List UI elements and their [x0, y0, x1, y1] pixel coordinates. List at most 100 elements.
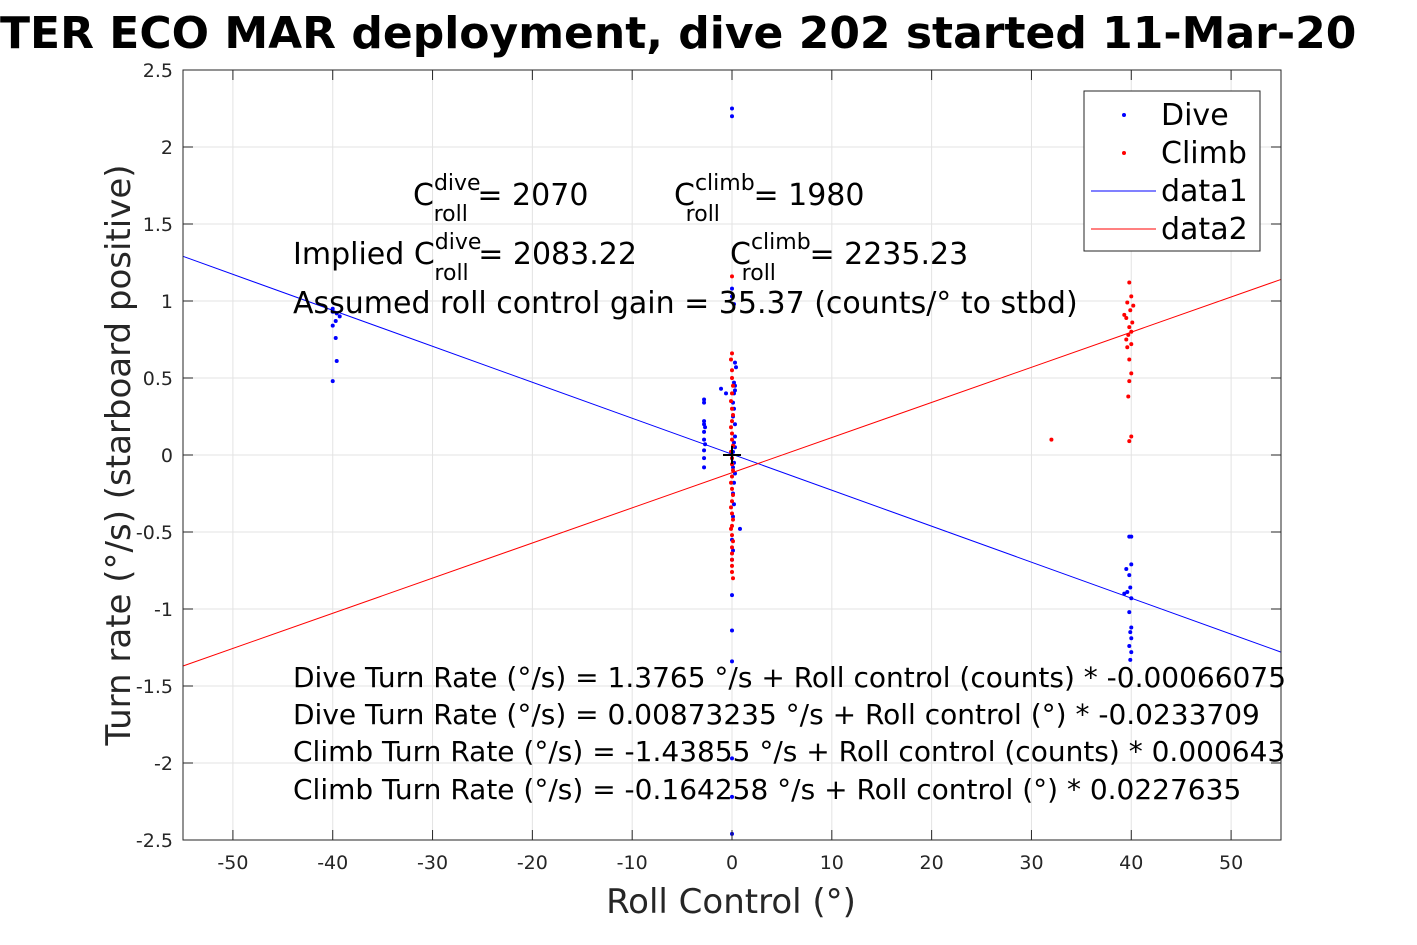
x-tick-label: 10 [820, 852, 844, 874]
dive-point [330, 323, 335, 328]
dive-point [334, 359, 339, 364]
climb-point [730, 274, 734, 279]
climb-point [730, 406, 734, 411]
dive-point [724, 391, 729, 396]
axis-ticks: -50 -40 -30 -20 -10 0 10 20 30 40 50 2.5 2 1.5 1 0.5 0 -0… [136, 60, 1281, 874]
dive-point [731, 380, 736, 385]
x-tick-label: -30 [417, 852, 448, 874]
equation-climb-degrees: Climb Turn Rate (°/s) = -0.164258 °/s + … [293, 773, 1241, 806]
climb-point [1124, 315, 1129, 320]
legend-label-climb: Climb [1161, 136, 1247, 171]
climb-point [1127, 357, 1132, 362]
chart-title: TER ECO MAR deployment, dive 202 started… [0, 8, 1356, 59]
dive-point [719, 386, 724, 391]
dive-point [702, 448, 707, 453]
x-tick-label: 40 [1119, 852, 1143, 874]
climb-point [730, 551, 734, 556]
dive-point [702, 429, 707, 434]
climb-point [730, 383, 735, 388]
dive-point [702, 400, 707, 405]
dive-point [730, 756, 734, 761]
x-tick-label: -50 [217, 852, 248, 874]
y-tick-label: -1.5 [136, 676, 173, 698]
c-dive-set-annotation: Cdive roll = 2070 [413, 171, 588, 227]
x-tick-label: -40 [317, 852, 348, 874]
climb-point [730, 419, 734, 424]
x-tick-label: 50 [1219, 852, 1243, 874]
dive-point [1128, 585, 1133, 590]
climb-point [730, 351, 734, 356]
data-layer [182, 106, 1282, 836]
climb-point [1127, 280, 1132, 285]
climb-point [730, 474, 734, 479]
dive-point [730, 294, 734, 299]
legend: Dive Climb data1 data2 [1083, 90, 1261, 252]
climb-point [729, 357, 734, 362]
y-tick-label: -1 [154, 599, 173, 621]
dive-point [702, 456, 707, 461]
y-tick-label: -2 [154, 753, 173, 775]
dive-point [703, 425, 708, 430]
y-axis-label: Turn rate (°/s) (starboard positive) [99, 164, 139, 746]
climb-point [729, 480, 734, 485]
dive-point [1129, 625, 1134, 630]
climb-point [730, 468, 735, 473]
climb-point [730, 557, 734, 562]
equation-climb-counts: Climb Turn Rate (°/s) = -1.43855 °/s + R… [293, 735, 1285, 768]
dive-point [732, 434, 737, 439]
climb-point [1127, 379, 1132, 384]
climb-point [730, 376, 734, 380]
legend-marker-dive [1122, 113, 1126, 117]
x-tick-label: 30 [1019, 852, 1043, 874]
dive-point [731, 480, 736, 485]
y-tick-label: 0.5 [143, 368, 173, 390]
climb-point [1122, 312, 1127, 317]
dive-point [730, 465, 735, 470]
x-tick-label: -10 [617, 852, 648, 874]
equation-dive-degrees: Dive Turn Rate (°/s) = 0.00873235 °/s + … [293, 698, 1260, 731]
y-tick-label: 2 [161, 137, 173, 159]
climb-point [730, 517, 735, 522]
climb-point [730, 576, 735, 581]
implied-climb-annotation: Cclimb roll = 2235.23 [730, 230, 968, 286]
legend-marker-climb [1122, 151, 1126, 155]
dive-point [730, 114, 734, 119]
climb-point [1127, 325, 1132, 330]
implied-dive-annotation: Implied Cdive roll = 2083.22 [293, 230, 637, 286]
dive-point [737, 526, 742, 531]
dive-point [1129, 636, 1134, 641]
dive-point [731, 502, 736, 507]
climb-point [730, 533, 734, 538]
dive-point [730, 548, 735, 553]
dive-point [1127, 643, 1132, 648]
climb-point [730, 431, 734, 436]
dive-point [730, 286, 734, 291]
legend-label-data2: data2 [1161, 212, 1248, 247]
climb-point [729, 505, 734, 510]
dive-point [337, 314, 342, 319]
dive-point [733, 365, 738, 370]
c-climb-set-annotation: Cclimb roll = 1980 [674, 171, 864, 227]
climb-point [730, 486, 734, 491]
climb-point [1131, 303, 1136, 308]
climb-point [1049, 437, 1054, 442]
dive-point [730, 794, 734, 799]
y-tick-label: 1.5 [143, 214, 173, 236]
dive-point [732, 422, 737, 427]
y-tick-label: -2.5 [136, 830, 173, 852]
climb-point [730, 437, 734, 442]
dive-point [333, 319, 338, 324]
dive-point [1129, 562, 1134, 567]
climb-point [1125, 300, 1130, 305]
dive-point [730, 659, 734, 664]
climb-point [730, 493, 735, 498]
x-tick-label: 20 [920, 852, 944, 874]
x-tick-label: -20 [517, 852, 548, 874]
climb-point [1129, 434, 1134, 439]
climb-point [730, 412, 735, 417]
y-tick-label: 0 [161, 445, 173, 467]
legend-label-dive: Dive [1161, 98, 1229, 133]
dive-point [702, 419, 707, 424]
dive-point [1125, 590, 1130, 595]
